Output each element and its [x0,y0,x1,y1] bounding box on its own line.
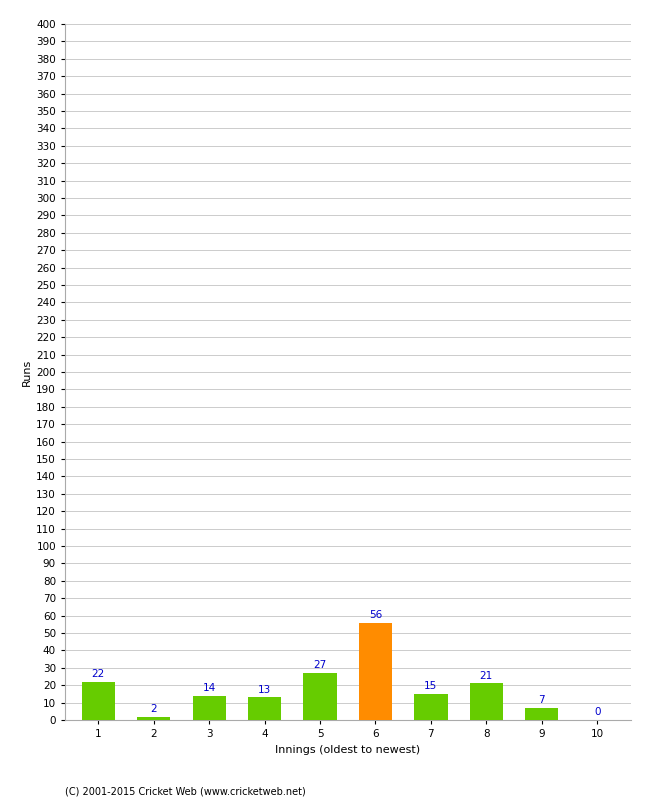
Text: 2: 2 [150,704,157,714]
Text: 14: 14 [203,683,216,693]
Text: 21: 21 [480,671,493,681]
Text: 0: 0 [594,707,601,718]
Text: 15: 15 [424,682,437,691]
Bar [414,694,448,720]
Bar [359,622,392,720]
Text: 27: 27 [313,661,327,670]
Text: 13: 13 [258,685,271,694]
Text: 22: 22 [92,669,105,679]
Bar [82,682,115,720]
Bar [192,696,226,720]
Bar [525,708,558,720]
X-axis label: Innings (oldest to newest): Innings (oldest to newest) [275,745,421,754]
Bar [304,673,337,720]
Text: 56: 56 [369,610,382,620]
Text: (C) 2001-2015 Cricket Web (www.cricketweb.net): (C) 2001-2015 Cricket Web (www.cricketwe… [65,786,306,796]
Bar [248,698,281,720]
Bar [137,717,170,720]
Bar [470,683,503,720]
Text: 7: 7 [538,695,545,706]
Y-axis label: Runs: Runs [22,358,32,386]
